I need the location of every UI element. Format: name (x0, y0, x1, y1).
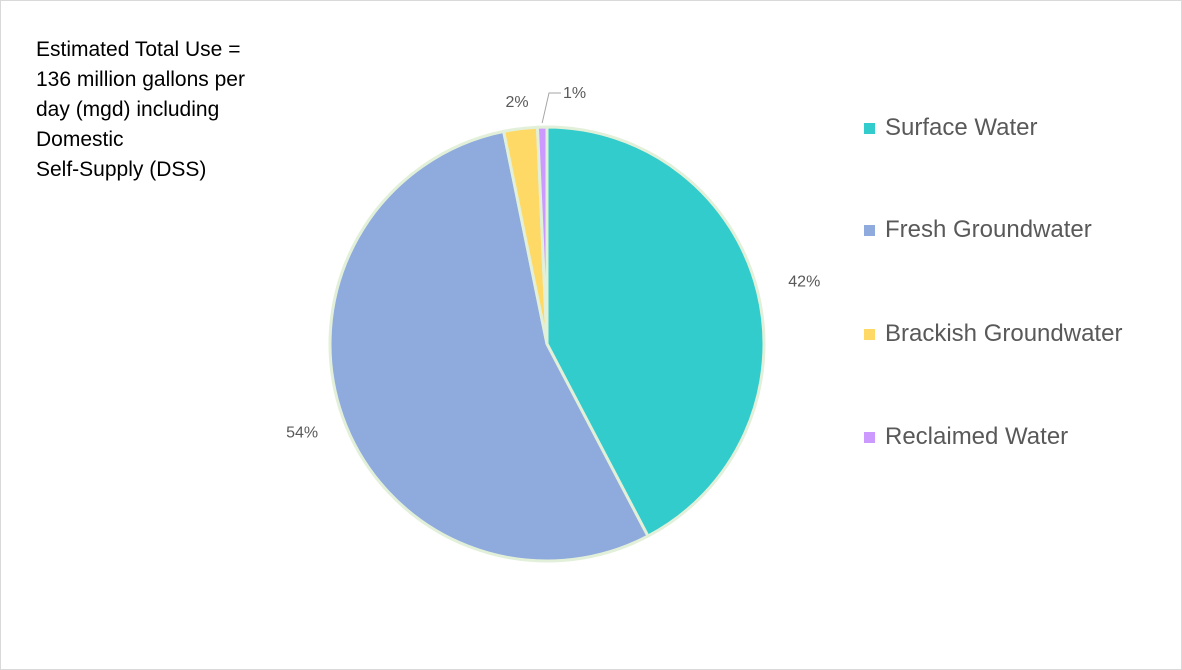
pie-slice-fresh-groundwater (328, 129, 650, 563)
legend-label: Reclaimed Water (885, 423, 1069, 450)
legend-label: Brackish Groundwater (885, 320, 1123, 347)
legend-item-fresh-groundwater: Fresh Groundwater (864, 215, 1092, 245)
data-label-brackish-groundwater: 2% (505, 94, 528, 111)
legend-item-brackish-groundwater: Brackish Groundwater (864, 319, 1122, 349)
legend-swatch (864, 328, 875, 340)
annotation-line-4: Domestic (36, 128, 124, 151)
pie-data-labels: 42% 54% 2% 1% (286, 85, 820, 441)
legend-item-surface-water: Surface Water (864, 113, 1038, 143)
legend-swatch (864, 122, 875, 134)
annotation-line-1: Estimated Total Use = (36, 38, 241, 61)
leader-line-reclaimed-water (541, 92, 561, 124)
legend-swatch (864, 431, 875, 443)
pie-slice-surface-water (545, 125, 766, 539)
annotation-line-2: 136 million gallons per (36, 68, 245, 91)
legend-label: Surface Water (885, 114, 1038, 141)
data-label-reclaimed-water: 1% (563, 85, 586, 102)
data-label-surface-water: 42% (788, 274, 820, 291)
pie-slice-reclaimed-water (535, 125, 549, 345)
legend-label: Fresh Groundwater (885, 216, 1092, 243)
legend-swatch (864, 224, 875, 236)
annotation-line-3: day (mgd) including (36, 98, 220, 121)
pie-leader-lines (541, 92, 561, 124)
chart-legend: Surface Water Fresh Groundwater Brackish G… (864, 1, 1179, 669)
annotation-line-5: Self-Supply (DSS) (36, 158, 207, 181)
legend-item-reclaimed-water: Reclaimed Water (864, 422, 1068, 452)
data-label-fresh-groundwater: 54% (286, 424, 318, 441)
total-use-annotation: Estimated Total Use = 136 million gallon… (36, 35, 326, 185)
pie-slices (328, 125, 766, 563)
